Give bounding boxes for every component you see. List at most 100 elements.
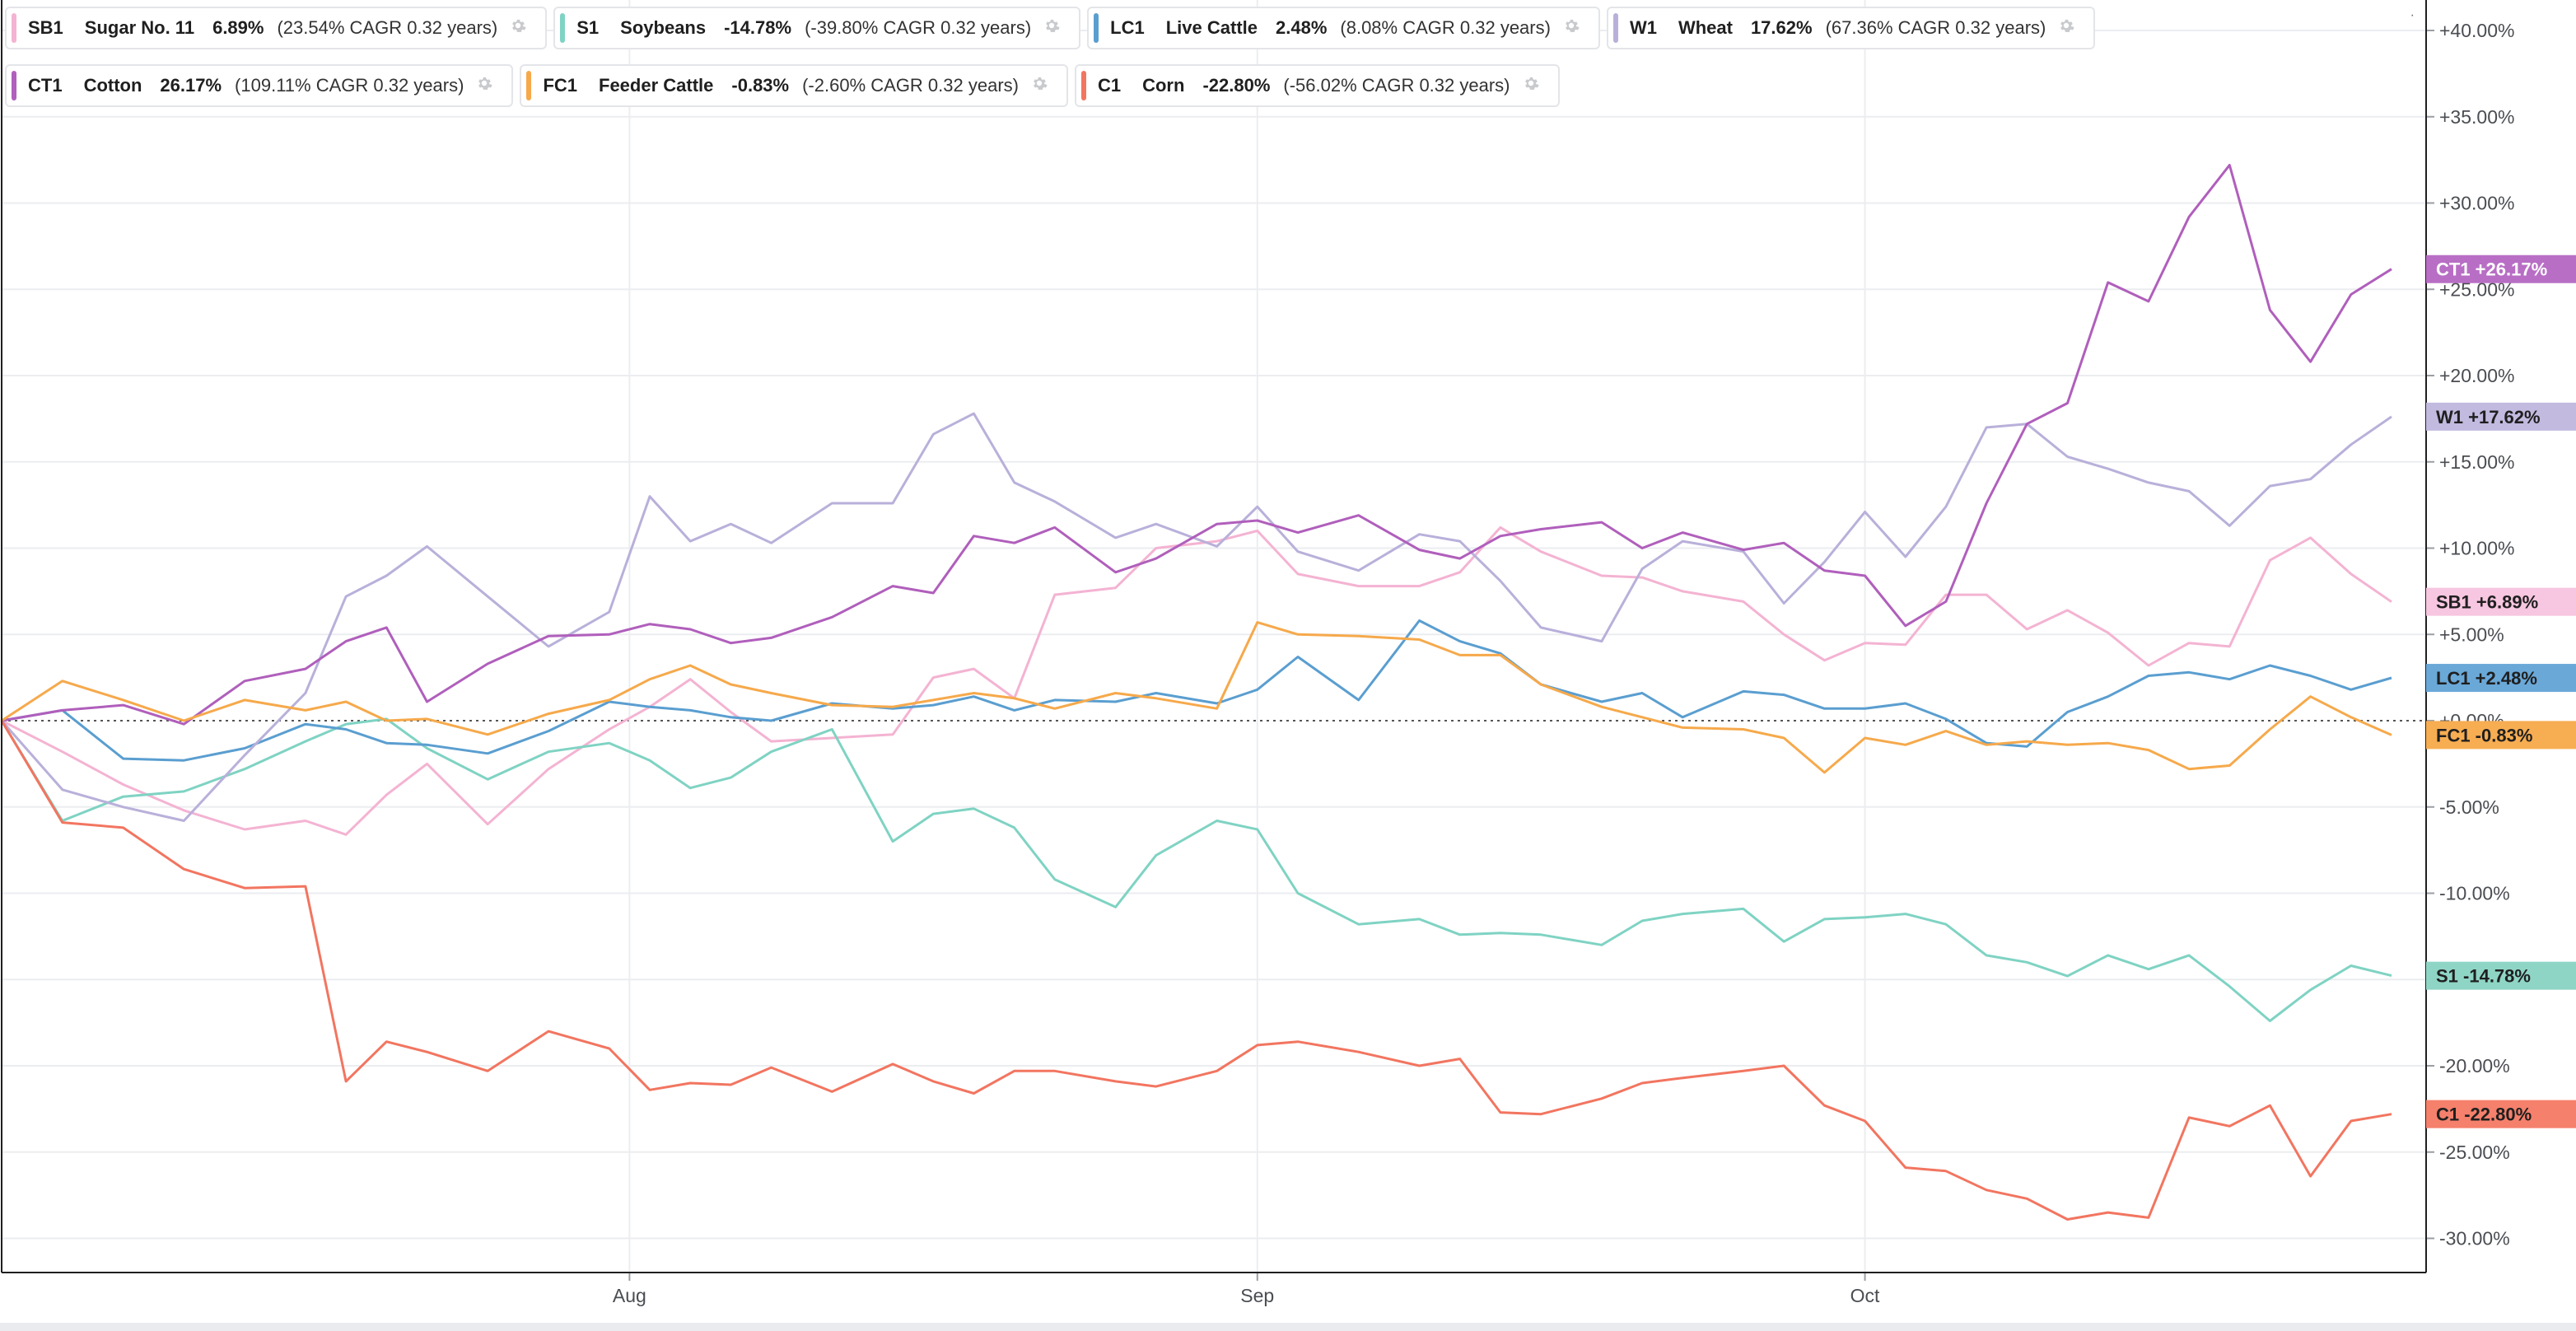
series-line-w1[interactable] (0, 412, 2392, 822)
settings-icon[interactable] (475, 74, 493, 97)
y-tick-label: +40.00% (2439, 20, 2514, 41)
badge-c1: C1 -22.80% (2426, 1100, 2576, 1128)
legend-color-swatch (1080, 71, 1086, 100)
grid (2, 0, 2426, 1273)
legend-symbol: LC1 (1110, 17, 1145, 38)
legend-symbol: S1 (576, 17, 600, 38)
series-lines[interactable] (0, 163, 2392, 1221)
y-tick-label: +10.00% (2439, 538, 2514, 559)
badge-label: S1 -14.78% (2436, 966, 2531, 987)
series-line-s1[interactable] (0, 717, 2392, 1022)
legend-name: Corn (1142, 75, 1185, 96)
legend-cagr: (8.08% CAGR 0.32 years) (1340, 17, 1551, 38)
legend-change: -14.78% (724, 17, 792, 38)
legend-name: Live Cattle (1165, 17, 1258, 38)
badge-label: SB1 +6.89% (2436, 592, 2538, 613)
legend-item-s1[interactable]: S1 Soybeans -14.78% (-39.80% CAGR 0.32 year… (553, 7, 1081, 49)
legend-cagr: (67.36% CAGR 0.32 years) (1825, 17, 2046, 38)
badge-label: CT1 +26.17% (2436, 259, 2547, 280)
legend-symbol: W1 (1629, 17, 1657, 38)
badge-label: C1 -22.80% (2436, 1104, 2532, 1125)
legend-cagr: (-39.80% CAGR 0.32 years) (805, 17, 1032, 38)
settings-icon[interactable] (2057, 16, 2075, 40)
legend-symbol: CT1 (28, 75, 63, 96)
badge-background (2426, 664, 2576, 693)
legend-symbol: FC1 (543, 75, 577, 96)
badge-fc1: FC1 -0.83% (2426, 721, 2576, 750)
legend-item-ct1[interactable]: CT1 Cotton 26.17% (109.11% CAGR 0.32 years) (5, 64, 514, 107)
legend-color-swatch (560, 13, 566, 43)
x-tick-label: Sep (1240, 1285, 1274, 1306)
series-line-sb1[interactable] (1, 525, 2392, 836)
badge-background (2426, 255, 2576, 283)
badge-label: LC1 +2.48% (2436, 668, 2537, 689)
legend-name: Feeder Cattle (599, 75, 714, 96)
badge-background (2426, 402, 2576, 431)
legend-item-w1[interactable]: W1 Wheat 17.62% (67.36% CAGR 0.32 years) (1606, 7, 2096, 49)
legend-row-1: SB1 Sugar No. 11 6.89% (23.54% CAGR 0.32 ye… (5, 7, 2096, 49)
series-line-c1[interactable] (0, 720, 2392, 1221)
badge-background (2426, 1100, 2576, 1128)
legend-symbol: SB1 (28, 17, 63, 38)
legend-name: Cotton (83, 75, 142, 96)
legend-color-swatch (526, 71, 532, 100)
x-tick-label: Oct (1850, 1285, 1880, 1306)
legend-change: 26.17% (160, 75, 222, 96)
series-line-fc1[interactable] (1, 621, 2392, 774)
legend-cagr: (109.11% CAGR 0.32 years) (235, 75, 464, 96)
legend-change: 17.62% (1750, 17, 1813, 38)
legend-symbol: C1 (1097, 75, 1122, 96)
last-value-badges: SB1 +6.89% S1 -14.78% LC1 +2.48% W1 +17.62%… (2426, 255, 2576, 1128)
y-tick-label: -25.00% (2439, 1142, 2510, 1163)
legend-color-swatch (1612, 13, 1618, 43)
legend-color-swatch (12, 13, 16, 43)
legend-item-lc1[interactable]: LC1 Live Cattle 2.48% (8.08% CAGR 0.32 year… (1087, 7, 1600, 49)
settings-icon[interactable] (1030, 74, 1048, 97)
y-tick-label: -10.00% (2439, 883, 2510, 904)
y-tick-label: +5.00% (2439, 623, 2504, 645)
legend-item-fc1[interactable]: FC1 Feeder Cattle -0.83% (-2.60% CAGR 0.32 … (520, 64, 1068, 107)
legend-cagr: (-2.60% CAGR 0.32 years) (802, 75, 1019, 96)
legend-item-c1[interactable]: C1 Corn -22.80% (-56.02% CAGR 0.32 years) (1074, 64, 1560, 107)
legend-change: 2.48% (1276, 17, 1328, 38)
settings-icon[interactable] (509, 16, 527, 40)
badge-background (2426, 961, 2576, 990)
settings-icon[interactable] (1562, 16, 1580, 40)
legend-color-swatch (12, 71, 16, 100)
badge-sb1: SB1 +6.89% (2426, 587, 2576, 616)
badge-background (2426, 587, 2576, 616)
legend-cagr: (23.54% CAGR 0.32 years) (277, 17, 498, 38)
y-tick-label: +30.00% (2439, 193, 2514, 214)
x-tick-label: Aug (613, 1285, 646, 1306)
y-tick-label: -20.00% (2439, 1055, 2510, 1076)
badge-label: W1 +17.62% (2436, 407, 2541, 427)
badge-lc1: LC1 +2.48% (2426, 664, 2576, 693)
settings-icon[interactable] (1522, 74, 1540, 97)
badge-s1: S1 -14.78% (2426, 961, 2576, 990)
series-line-lc1[interactable] (1, 619, 2392, 762)
legend-change: -22.80% (1202, 75, 1271, 96)
legend-color-swatch (1094, 13, 1099, 43)
y-tick-label: +20.00% (2439, 365, 2514, 386)
legend-cagr: (-56.02% CAGR 0.32 years) (1283, 75, 1510, 96)
settings-icon[interactable] (1043, 16, 1061, 40)
legend-name: Sugar No. 11 (84, 17, 195, 38)
badge-ct1: CT1 +26.17% (2426, 255, 2576, 283)
y-tick-label: +35.00% (2439, 106, 2514, 128)
series-line-ct1[interactable] (1, 163, 2392, 726)
y-tick-label: -30.00% (2439, 1228, 2510, 1249)
legend-name: Soybeans (620, 17, 707, 38)
legend-name: Wheat (1678, 17, 1733, 38)
legend-change: -0.83% (731, 75, 790, 96)
badge-w1: W1 +17.62% (2426, 402, 2576, 431)
y-tick-label: -5.00% (2439, 796, 2499, 818)
corner-mark: · (2410, 8, 2415, 22)
badge-label: FC1 -0.83% (2436, 725, 2532, 745)
legend-item-sb1[interactable]: SB1 Sugar No. 11 6.89% (23.54% CAGR 0.32 ye… (5, 7, 548, 49)
axes: +40.00%+35.00%+30.00%+25.00%+20.00%+15.0… (1, 0, 2514, 1306)
badge-background (2426, 721, 2576, 750)
bottom-scroll-track[interactable] (0, 1323, 2576, 1331)
y-tick-label: +15.00% (2439, 451, 2514, 473)
legend-change: 6.89% (212, 17, 264, 38)
